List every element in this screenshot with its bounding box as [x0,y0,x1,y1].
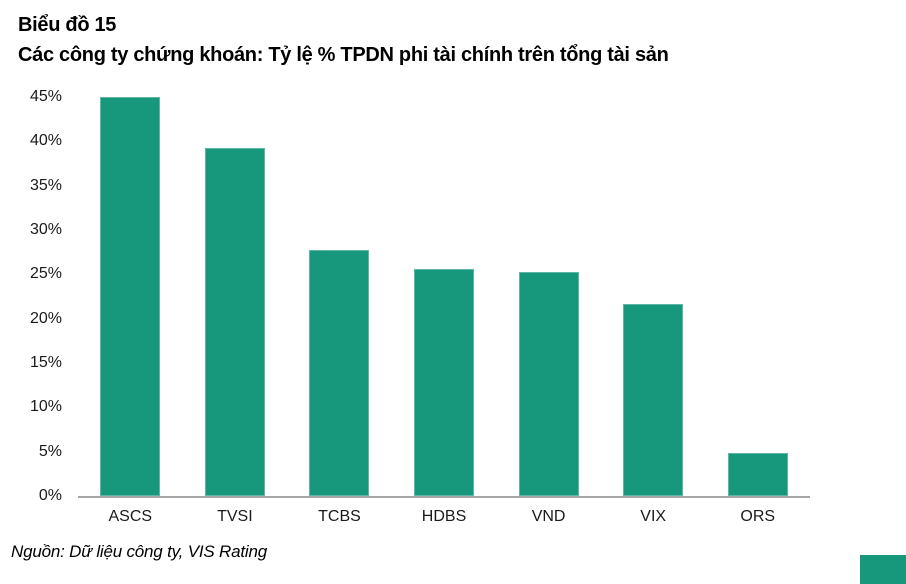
bar-tcbs [309,250,370,496]
y-tick-label: 40% [29,132,62,150]
bar-slot [496,97,601,496]
x-category-label: ORS [740,508,776,525]
bar-hdbs [414,269,475,496]
chart-header: Biểu đồ 15 Các công ty chứng khoán: Tỷ l… [18,12,888,68]
y-tick-label: 10% [29,398,62,416]
y-tick-label: 30% [29,221,62,238]
brand-corner-square [860,555,906,584]
y-tick-label: 20% [29,309,62,327]
y-tick-label: 35% [29,176,62,194]
bar-vix [623,304,684,496]
y-tick-label: 45% [29,88,62,105]
plot-area [78,97,810,498]
bar-ors [727,453,788,496]
x-category-label: TVSI [217,508,253,525]
x-category-label: ASCS [108,508,153,525]
y-axis-tick-labels: 45% 40% 35% 30% 25% 20% 15% 10% 5% 0% [0,0,62,584]
y-tick-label: 5% [38,442,62,460]
bar-slot [705,97,810,496]
bar-slot [601,97,706,496]
bar-slot [183,97,288,496]
bar-ascs [100,97,161,496]
y-tick-label: 0% [38,487,62,504]
bar-slot [287,97,392,496]
bar-slot [78,97,183,496]
y-tick-label: 25% [29,265,62,283]
x-axis-category-labels: ASCS TVSI TCBS HDBS VND VIX ORS [78,506,810,528]
chart-number-title: Biểu đồ 15 [18,14,117,36]
y-tick-label: 15% [29,354,62,371]
bar-tvsi [204,148,265,496]
x-category-label: TCBS [318,508,361,525]
bar-slot [392,97,497,496]
bar-vnd [518,271,579,496]
source-note: Nguồn: Dữ liệu công ty, VIS Rating [11,542,267,561]
x-category-label: HDBS [421,508,467,525]
chart-subtitle: Các công ty chứng khoán: Tỷ lệ % TPDN ph… [18,44,669,66]
x-category-label: VIX [640,508,667,525]
x-category-label: VND [531,508,566,525]
